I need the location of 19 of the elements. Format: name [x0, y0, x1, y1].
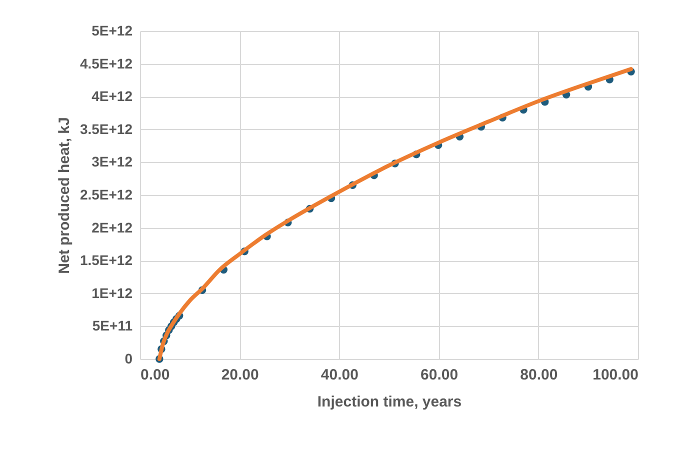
y-tick-label: 3.5E+12	[80, 120, 133, 137]
y-axis-title: Net produced heat, kJ	[56, 117, 73, 274]
y-tick-label: 1.5E+12	[80, 252, 133, 268]
y-tick-label: 3E+12	[92, 154, 133, 170]
y-tick-label: 4.5E+12	[80, 55, 133, 72]
y-tick-label: 2.5E+12	[80, 186, 133, 202]
y-tick-label: 5E+11	[92, 318, 133, 334]
x-tick-label: 60.00	[420, 366, 458, 384]
x-tick-label: 0.00	[140, 366, 170, 384]
x-axis-title: Injection time, years	[317, 394, 462, 410]
y-tick-label: 1E+12	[92, 284, 133, 301]
y-tick-label: 5E+12	[92, 22, 133, 38]
x-tick-label: 40.00	[320, 366, 358, 384]
x-tick-label: 100.00	[592, 366, 638, 384]
x-tick-label: 80.00	[520, 366, 558, 384]
y-tick-label: 0	[124, 350, 133, 366]
y-tick-label: 4E+12	[92, 88, 133, 104]
y-tick-label: 2E+12	[92, 219, 133, 236]
x-tick-label: 20.00	[221, 366, 259, 384]
